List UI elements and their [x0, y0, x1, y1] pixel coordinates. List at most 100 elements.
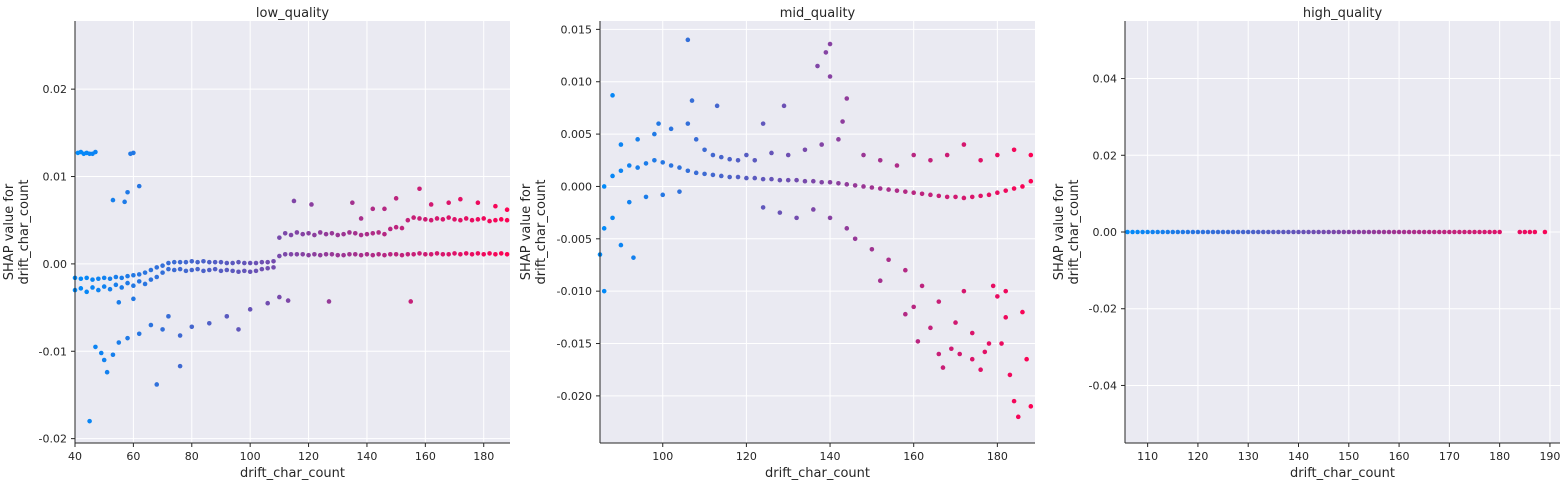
data-point: [928, 325, 933, 331]
data-point: [601, 184, 607, 189]
y-tick-label: 0.000: [561, 180, 593, 193]
data-point: [116, 340, 122, 345]
data-point: [382, 206, 387, 212]
data-point: [125, 335, 130, 341]
data-point: [247, 307, 253, 312]
x-tick-label: 180: [987, 450, 1008, 463]
data-point: [894, 163, 900, 168]
data-point: [626, 199, 632, 205]
data-point: [718, 154, 724, 160]
data-point: [160, 270, 165, 275]
data-point: [160, 327, 165, 332]
data-point: [1296, 229, 1301, 235]
data-point: [498, 251, 504, 256]
data-point: [236, 259, 241, 265]
data-point: [631, 255, 636, 260]
data-point: [1326, 229, 1331, 235]
data-point: [242, 260, 247, 266]
data-point: [781, 103, 787, 109]
data-point: [393, 251, 399, 257]
data-point: [752, 157, 758, 163]
data-point: [446, 200, 451, 206]
data-point: [271, 265, 276, 270]
data-point: [224, 260, 230, 266]
data-point: [1180, 229, 1186, 235]
data-point: [136, 183, 142, 189]
data-point: [504, 251, 510, 257]
data-point: [230, 260, 235, 266]
data-point: [277, 253, 282, 259]
data-point: [827, 215, 833, 221]
x-tick-label: 180: [1489, 450, 1510, 463]
x-tick-label: 120: [1187, 450, 1208, 463]
data-point: [107, 286, 113, 292]
data-point: [288, 232, 294, 238]
data-point: [136, 331, 142, 337]
data-point: [727, 174, 732, 180]
data-point: [113, 274, 119, 280]
data-point: [685, 37, 691, 43]
data-point: [288, 251, 294, 257]
data-point: [1457, 229, 1462, 235]
data-point: [148, 277, 154, 282]
data-point: [1442, 229, 1447, 235]
data-point: [693, 137, 699, 142]
data-point: [1336, 229, 1342, 235]
data-point: [399, 225, 405, 231]
data-point: [601, 288, 607, 294]
data-point: [1028, 152, 1034, 158]
data-point: [189, 324, 195, 330]
data-point: [382, 252, 387, 258]
y-axis-label: SHAP value fordrift_char_count: [2, 179, 32, 284]
x-tick-label: 160: [415, 450, 436, 463]
data-point: [769, 176, 774, 182]
data-point: [428, 202, 434, 207]
data-point: [911, 304, 917, 310]
data-point: [487, 218, 492, 224]
data-point: [388, 226, 393, 232]
data-point: [840, 119, 845, 124]
data-point: [1260, 229, 1266, 235]
data-point: [113, 282, 119, 288]
y-tick-label: -0.01: [39, 345, 67, 358]
data-point: [242, 268, 247, 274]
data-point: [1020, 184, 1025, 189]
data-point: [463, 251, 469, 256]
data-point: [98, 350, 104, 356]
data-point: [469, 251, 475, 257]
data-point: [469, 217, 475, 223]
data-point: [944, 194, 950, 200]
data-point: [811, 207, 816, 212]
data-point: [760, 176, 766, 182]
data-point: [735, 174, 741, 180]
data-point: [844, 182, 850, 187]
data-point: [335, 232, 341, 238]
data-point: [995, 190, 1000, 196]
data-point: [1371, 229, 1377, 235]
y-tick-label: -0.005: [557, 233, 592, 246]
data-point: [1527, 229, 1533, 235]
data-point: [823, 50, 829, 55]
data-point: [852, 236, 858, 242]
x-tick-label: 140: [1288, 450, 1309, 463]
data-point: [990, 283, 996, 289]
data-point: [1185, 229, 1191, 235]
data-point: [1190, 229, 1196, 235]
data-point: [610, 173, 615, 179]
data-point: [811, 178, 816, 184]
data-point: [961, 195, 967, 201]
data-point: [84, 275, 89, 281]
data-point: [475, 251, 481, 256]
x-tick-label: 100: [652, 450, 673, 463]
data-point: [463, 216, 469, 221]
data-point: [1431, 229, 1437, 235]
data-point: [335, 252, 341, 258]
data-point: [819, 142, 824, 147]
data-point: [125, 273, 130, 279]
data-point: [1140, 229, 1145, 235]
data-point: [601, 226, 607, 231]
data-point: [1487, 229, 1492, 235]
data-point: [341, 252, 346, 258]
data-point: [785, 177, 791, 183]
data-point: [376, 230, 381, 235]
